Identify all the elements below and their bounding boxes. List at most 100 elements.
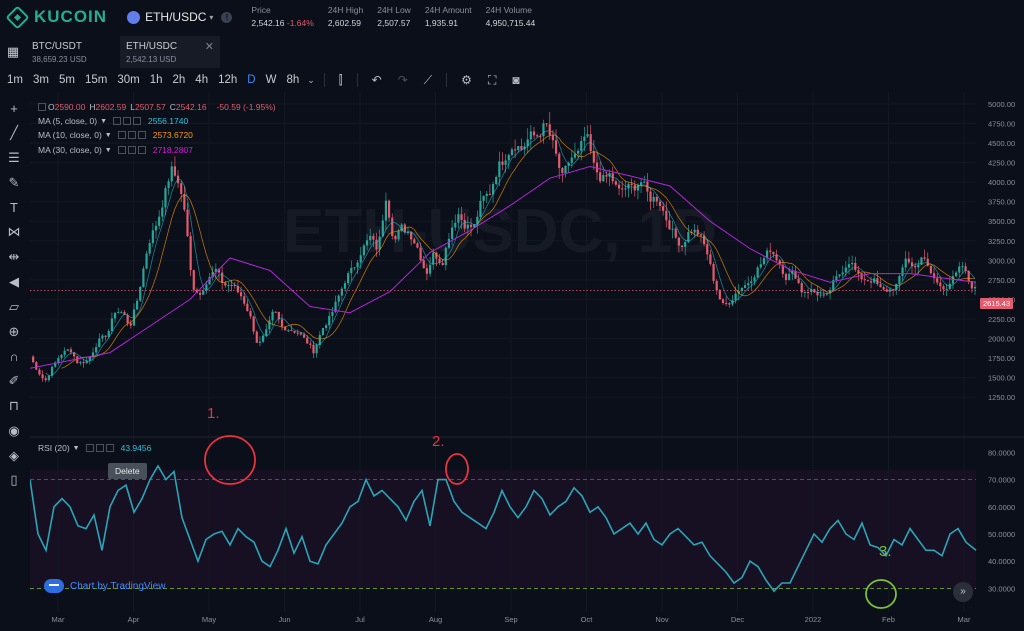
crosshair-icon[interactable]: + <box>10 100 18 116</box>
close-icon[interactable] <box>105 444 114 452</box>
eye-icon[interactable]: ◉ <box>8 422 20 438</box>
close-icon[interactable]: ✕ <box>204 41 214 53</box>
interval-2h[interactable]: 2h <box>172 74 186 86</box>
candles-icon[interactable]: ⫿ <box>338 72 343 87</box>
camera-icon[interactable]: ◙ <box>512 73 520 87</box>
candle-body <box>973 286 977 289</box>
interval-d[interactable]: D <box>247 74 256 86</box>
chevron-down-icon[interactable]: ▼ <box>100 117 107 125</box>
candle-body <box>895 283 898 290</box>
time-axis[interactable]: Mar Apr May Jun Jul Aug Sep Oct Nov Dec 2022 Feb Mar <box>52 615 971 624</box>
time-tick-label: Jul <box>355 615 365 624</box>
brush-icon[interactable]: ✎ <box>8 174 20 190</box>
chevron-down-icon[interactable]: ▼ <box>104 131 112 139</box>
interval-1h[interactable]: 1h <box>149 74 163 86</box>
stat-label: 24H High <box>327 5 364 15</box>
interval-5m[interactable]: 5m <box>58 74 75 86</box>
candle-body <box>592 151 595 163</box>
gear-icon[interactable] <box>127 131 136 139</box>
interval-w[interactable]: W <box>265 74 277 86</box>
interval-30m[interactable]: 30m <box>117 74 140 86</box>
gear-icon[interactable]: ⚙ <box>461 73 472 87</box>
tab-btc-usdt[interactable]: BTC/USDT 38,659.23 USD <box>26 36 120 68</box>
brand[interactable]: KUCOIN <box>5 4 107 30</box>
stat-label: 24H Low <box>377 5 411 15</box>
ma30-legend[interactable]: MA (30, close, 0) ▼ 2718.2807 <box>38 145 193 155</box>
candle-body <box>384 200 388 221</box>
candle-body <box>63 350 66 355</box>
candle-body <box>205 284 208 291</box>
candle-body <box>926 258 929 266</box>
candle-body <box>388 200 391 218</box>
candle-body <box>158 216 161 226</box>
credit-text: Chart by TradingView <box>70 580 166 592</box>
fib-icon[interactable]: ☰ <box>8 149 20 165</box>
interval-15m[interactable]: 15m <box>84 74 108 86</box>
candle-body <box>139 286 142 301</box>
ma5-legend[interactable]: MA (5, close, 0) ▼ 2556.1740 <box>38 116 188 126</box>
close-icon[interactable] <box>137 146 146 154</box>
time-tick-label: Feb <box>882 615 895 624</box>
candle-body <box>406 232 410 234</box>
scroll-to-realtime-button[interactable]: » <box>953 582 973 602</box>
gear-icon[interactable] <box>123 117 131 125</box>
candle-body <box>970 281 973 289</box>
stat-price: Price 2,542.16 -1.64% <box>251 4 313 30</box>
symbol-toggle-icon[interactable] <box>38 103 46 111</box>
candle-body <box>866 280 869 282</box>
chevron-down-icon[interactable]: ⌄ <box>307 74 315 85</box>
measure-icon[interactable]: ⇹ <box>8 249 20 265</box>
interval-8h[interactable]: 8h <box>286 74 300 86</box>
ma10-legend[interactable]: MA (10, close, 0) ▼ 2573.6720 <box>38 130 193 140</box>
tab-eth-usdc[interactable]: ETH/USDC 2,542.13 USD ✕ <box>120 36 220 68</box>
close-icon[interactable] <box>137 131 146 139</box>
arrow-left-icon[interactable]: ◀ <box>9 273 19 289</box>
pencil-lock-icon[interactable]: ✐ <box>8 373 20 389</box>
text-icon[interactable]: T <box>10 200 18 216</box>
layers-icon[interactable]: ◈ <box>9 447 19 463</box>
price-chart[interactable]: ETH-USDC, 1D 5000.00 4750.00 4500.00 4250.0… <box>30 92 1024 627</box>
trendline-icon[interactable]: ╱ <box>10 125 18 141</box>
interval-12h[interactable]: 12h <box>218 74 238 86</box>
candle-body <box>617 184 621 189</box>
candle-body <box>243 296 246 304</box>
redo-icon[interactable]: ↷ <box>397 73 408 87</box>
indicators-icon[interactable]: ⟋ <box>423 72 433 87</box>
candle-body <box>945 289 948 291</box>
candle-body <box>958 266 961 273</box>
interval-4h[interactable]: 4h <box>195 74 209 86</box>
rsi-legend[interactable]: RSI (20) ▼ 43.9456 <box>38 443 151 453</box>
eye-icon[interactable] <box>113 117 121 125</box>
price-tick-label: 2250.00 <box>988 315 1015 324</box>
ma-value: 2556.1740 <box>148 116 189 126</box>
chevron-down-icon[interactable]: ▼ <box>72 444 80 452</box>
pattern-icon[interactable]: ⋈ <box>7 224 21 240</box>
gear-icon[interactable] <box>127 146 136 154</box>
rsi-axis[interactable]: 80.0000 70.0000 60.0000 50.0000 40.0000 30.00… <box>988 448 1015 593</box>
chevron-down-icon[interactable]: ▼ <box>104 146 112 154</box>
stat-label: Price <box>251 5 271 15</box>
magnet-icon[interactable]: ∩ <box>9 348 19 364</box>
interval-3m[interactable]: 3m <box>32 74 49 86</box>
pair-selector[interactable]: ETH/USDC ▾ ! <box>127 10 233 24</box>
trash-icon[interactable]: ▯ <box>10 472 18 488</box>
rsi-line <box>30 464 977 593</box>
zoom-in-icon[interactable]: ⊕ <box>8 323 20 339</box>
fullscreen-icon[interactable]: ⛶ <box>487 72 497 87</box>
info-icon[interactable]: ! <box>221 11 233 23</box>
lock-icon[interactable]: ⊓ <box>8 397 20 413</box>
eye-icon[interactable] <box>117 131 126 139</box>
eye-icon[interactable] <box>85 444 94 452</box>
gear-icon[interactable] <box>95 444 104 452</box>
ruler-icon[interactable]: ▱ <box>9 298 19 314</box>
tradingview-credit[interactable]: Chart by TradingView <box>44 579 165 593</box>
toolbar-divider <box>356 73 358 87</box>
undo-icon[interactable]: ↶ <box>371 73 382 87</box>
candle-body <box>888 289 892 292</box>
candle-body <box>54 362 57 367</box>
eye-icon[interactable] <box>117 146 126 154</box>
close-icon[interactable] <box>133 117 141 125</box>
candle-body <box>394 236 397 240</box>
grid-layout-icon[interactable]: ▦ <box>6 44 20 59</box>
interval-1m[interactable]: 1m <box>7 74 23 86</box>
